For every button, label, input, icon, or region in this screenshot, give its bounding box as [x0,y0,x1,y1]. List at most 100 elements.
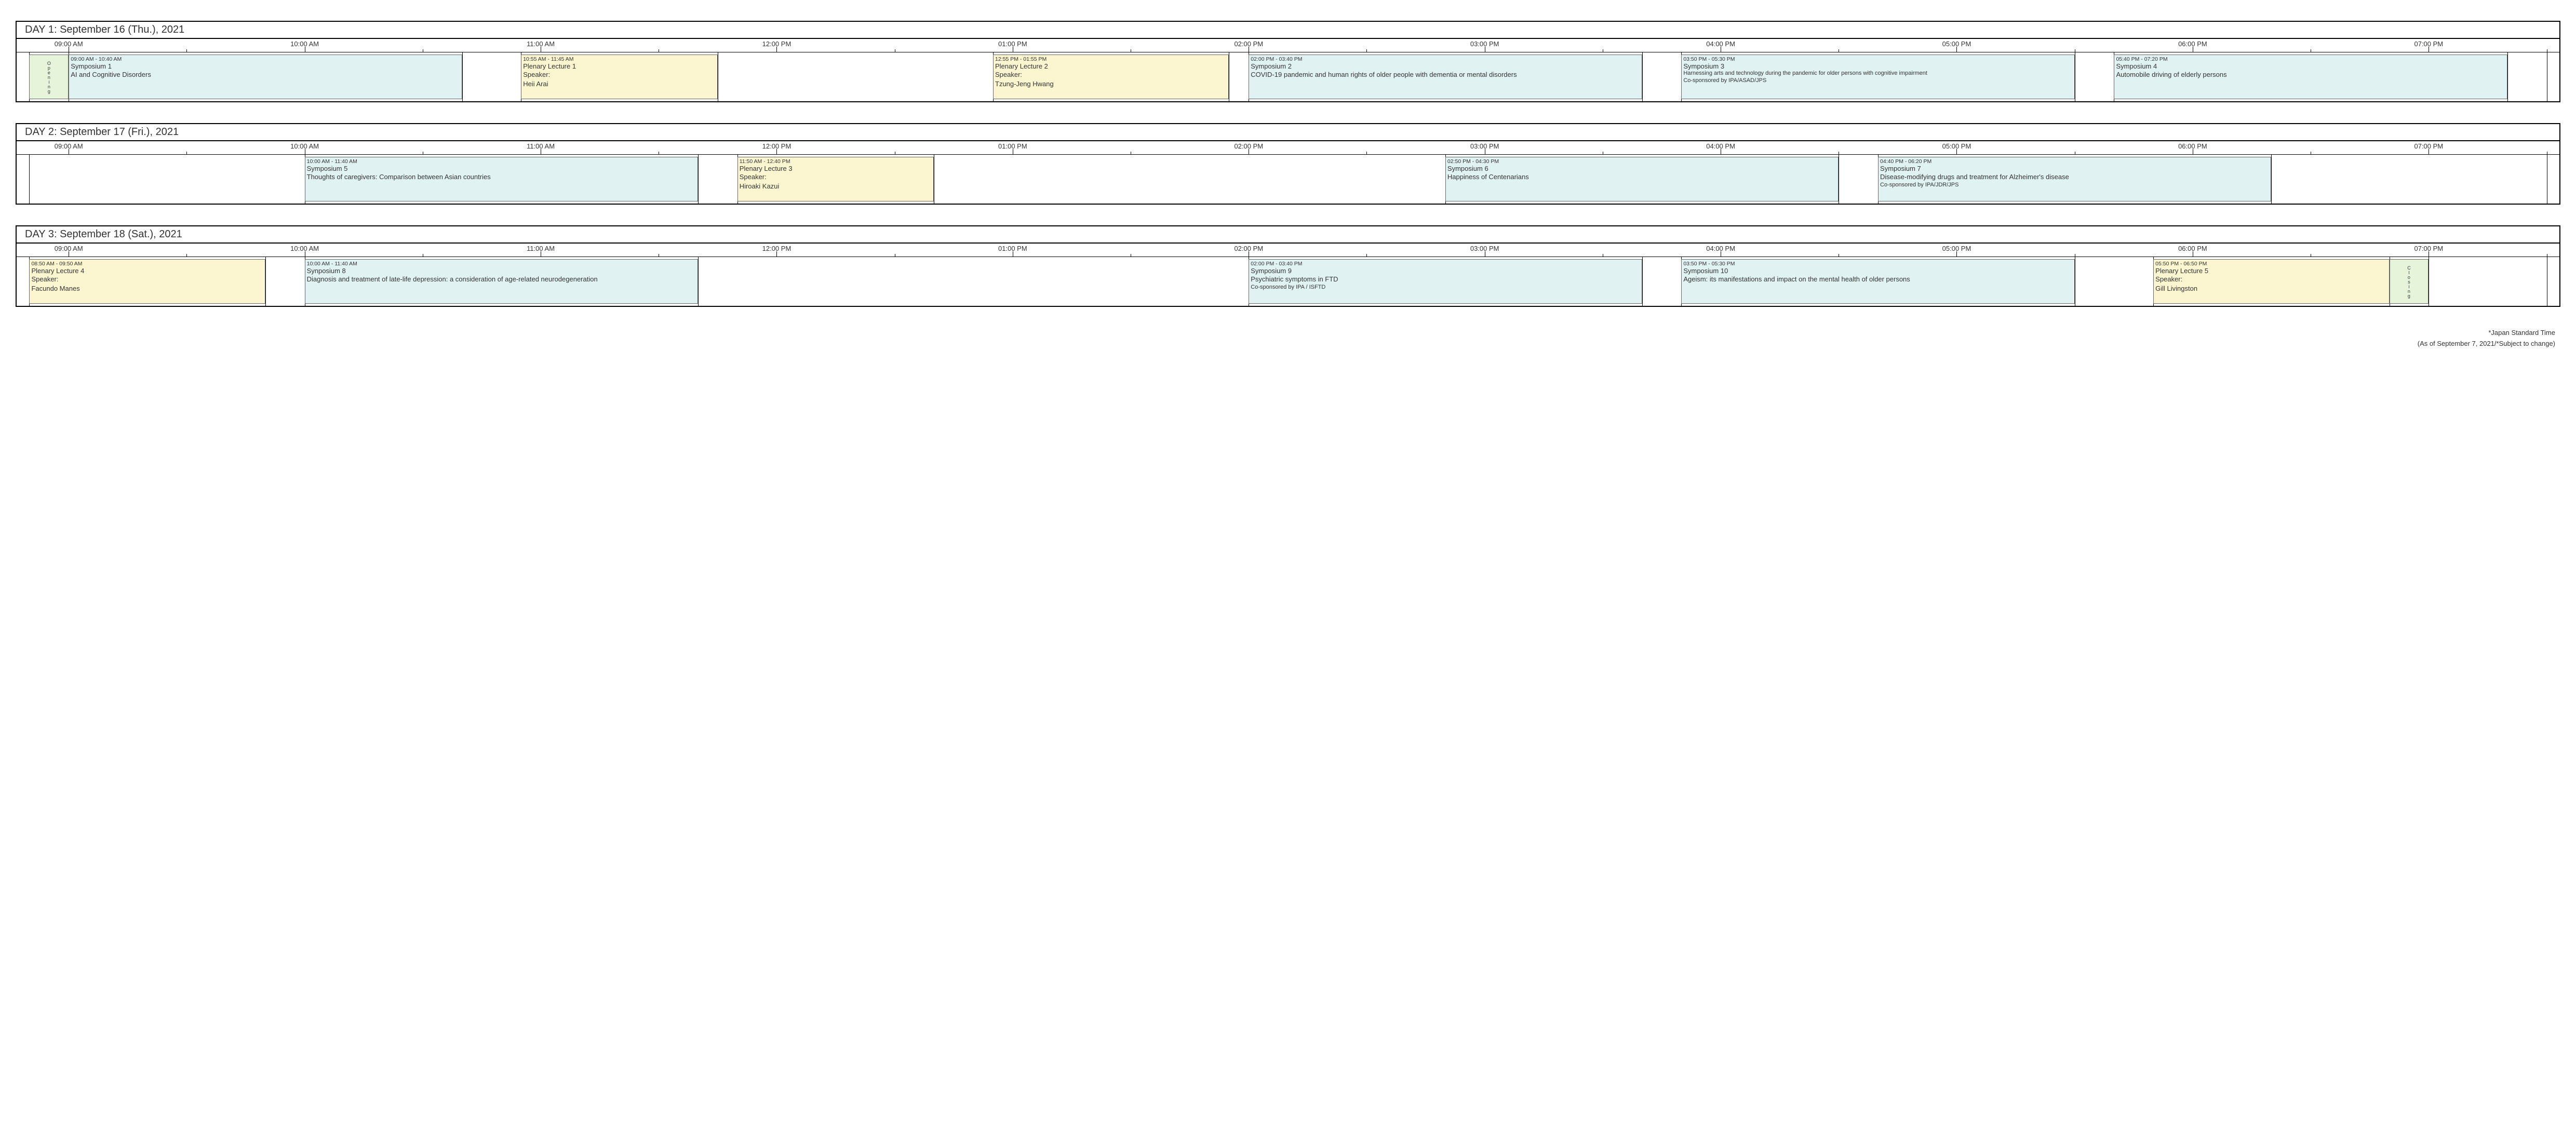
event-time: 05:40 PM - 07:20 PM [2116,56,2505,62]
event-line: Psychiatric symptoms in FTD [1251,275,1640,284]
footer-notes: *Japan Standard Time (As of September 7,… [16,328,2560,349]
column-divider [698,257,699,306]
event-title: Plenary Lecture 2 [995,62,1227,70]
day-title: DAY 1: September 16 (Thu.), 2021 [17,22,2559,39]
tick-minor [186,49,187,52]
plenary-event: 08:50 AM - 09:50 AMPlenary Lecture 4Spea… [29,259,265,304]
event-title: Symposium 4 [2116,62,2505,70]
symposium-event: 03:50 PM - 05:30 PMSymposium 3Harnessing… [1681,55,2074,99]
event-line: Facundo Manes [31,284,263,293]
day-block: DAY 3: September 18 (Sat.), 202109:00 AM… [16,225,2560,307]
event-line: AI and Cognitive Disorders [71,70,460,79]
event-note: Co-sponsored by IPA/JDR/JPS [1880,182,2269,189]
column-divider [698,155,699,204]
tick-major [776,47,777,52]
column-divider [1642,52,1643,101]
event-note: Co-sponsored by IPA / ISFTD [1251,284,1640,291]
ceremony-event: Closing [2390,259,2429,304]
event-time: 10:00 AM - 11:40 AM [307,158,696,165]
event-time: 02:50 PM - 04:30 PM [1447,158,1836,165]
event-title: Symposium 6 [1447,165,1836,172]
plenary-event: 05:50 PM - 06:50 PMPlenary Lecture 5Spea… [2153,259,2389,304]
column-divider [29,155,30,204]
timeline: 09:00 AM10:00 AM11:00 AM12:00 PM01:00 PM… [17,141,2559,155]
event-note: Co-sponsored by IPA/ASAD/JPS [1683,77,2072,85]
event-line: Speaker: [740,172,932,182]
event-line: Diagnosis and treatment of late-life dep… [307,275,696,284]
event-title: Symposium 5 [307,165,696,172]
tick-major [1956,149,1957,154]
event-line: Tzung-Jeng Hwang [995,79,1227,89]
tick-minor [1366,152,1367,154]
event-title: Synposium 8 [307,267,696,275]
symposium-event: 10:00 AM - 11:40 AMSymposium 5Thoughts o… [305,157,698,201]
symposium-event: 02:50 PM - 04:30 PMSymposium 6Happiness … [1445,157,1839,201]
plenary-event: 10:55 AM - 11:45 AMPlenary Lecture 1Spea… [521,55,718,99]
symposium-event: 02:00 PM - 03:40 PMSymposium 2COVID-19 p… [1249,55,1642,99]
event-title: Plenary Lecture 1 [523,62,716,70]
event-line: Disease-modifying drugs and treatment fo… [1880,172,2269,182]
event-line: Speaker: [2155,275,2387,284]
event-time: 02:00 PM - 03:40 PM [1251,261,1640,267]
ceremony-event: Opening [29,55,69,99]
timeline: 09:00 AM10:00 AM11:00 AM12:00 PM01:00 PM… [17,244,2559,257]
event-title: Symposium 3 [1683,62,2072,70]
event-line: Heii Arai [523,79,716,89]
tick-minor [186,152,187,154]
event-time: 12:55 PM - 01:55 PM [995,56,1227,62]
column-divider [265,257,266,306]
day-block: DAY 1: September 16 (Thu.), 2021 09:00 AM… [16,21,2560,102]
symposium-event: 10:00 AM - 11:40 AMSynposium 8Diagnosis … [305,259,698,304]
event-time: 03:50 PM - 05:30 PM [1683,56,2072,62]
schedule-container: DAY 1: September 16 (Thu.), 2021 09:00 AM… [16,21,2560,307]
event-line: Speaker: [995,70,1227,79]
schedule-row: Opening09:00 AM - 10:40 AMSymposium 1AI … [17,52,2559,101]
event-title: Symposium 1 [71,62,460,70]
event-line: Speaker: [31,275,263,284]
column-divider [2271,155,2272,204]
tick-major [1956,47,1957,52]
symposium-event: 04:40 PM - 06:20 PMSymposium 7Disease-mo… [1878,157,2271,201]
event-line: Gill Livingston [2155,284,2387,293]
footer-tz: *Japan Standard Time [16,328,2555,339]
event-time: 05:50 PM - 06:50 PM [2155,261,2387,267]
plenary-event: 11:50 AM - 12:40 PMPlenary Lecture 3Spea… [737,157,934,201]
event-title: Symposium 10 [1683,267,2072,275]
tick-minor [1366,254,1367,257]
symposium-event: 05:40 PM - 07:20 PMSymposium 4Automobile… [2114,55,2507,99]
footer-asof: (As of September 7, 2021/*Subject to cha… [16,339,2555,349]
event-title: Plenary Lecture 3 [740,165,932,172]
day-block: DAY 2: September 17 (Fri.), 202109:00 AM… [16,123,2560,205]
event-time: 04:40 PM - 06:20 PM [1880,158,2269,165]
schedule-row: 10:00 AM - 11:40 AMSymposium 5Thoughts o… [17,155,2559,204]
event-line: Automobile driving of elderly persons [2116,70,2505,79]
event-line: Ageism: its manifestations and impact on… [1683,275,2072,284]
event-title: Plenary Lecture 5 [2155,267,2387,275]
tick-major [776,149,777,154]
day-title: DAY 3: September 18 (Sat.), 2021 [17,226,2559,244]
event-title: Symposium 7 [1880,165,2269,172]
event-line: Thoughts of caregivers: Comparison betwe… [307,172,696,182]
column-divider [1642,257,1643,306]
event-time: 10:55 AM - 11:45 AM [523,56,716,62]
event-line: Happiness of Centenarians [1447,172,1836,182]
tick-major [1956,251,1957,257]
tick-minor [1366,49,1367,52]
column-divider [462,52,463,101]
event-line: COVID-19 pandemic and human rights of ol… [1251,70,1640,79]
event-time: 08:50 AM - 09:50 AM [31,261,263,267]
column-divider [2507,52,2508,101]
symposium-event: 03:50 PM - 05:30 PMSymposium 10Ageism: i… [1681,259,2074,304]
tick-major [776,251,777,257]
schedule-row: 08:50 AM - 09:50 AMPlenary Lecture 4Spea… [17,257,2559,306]
plenary-event: 12:55 PM - 01:55 PMPlenary Lecture 2Spea… [993,55,1229,99]
tick-minor [186,254,187,257]
symposium-event: 02:00 PM - 03:40 PMSymposium 9Psychiatri… [1249,259,1642,304]
event-title: Symposium 2 [1251,62,1640,70]
day-title: DAY 2: September 17 (Fri.), 2021 [17,124,2559,141]
event-time: 09:00 AM - 10:40 AM [71,56,460,62]
event-time: 11:50 AM - 12:40 PM [740,158,932,165]
event-note: Harnessing arts and technology during th… [1683,70,2072,77]
event-time: 10:00 AM - 11:40 AM [307,261,696,267]
event-time: 02:00 PM - 03:40 PM [1251,56,1640,62]
